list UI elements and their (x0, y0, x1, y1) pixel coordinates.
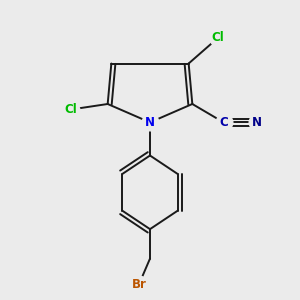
Text: N: N (145, 116, 155, 129)
Text: Cl: Cl (212, 31, 224, 44)
Text: Br: Br (131, 278, 146, 291)
Text: N: N (252, 116, 262, 129)
Text: Cl: Cl (64, 103, 77, 116)
Text: C: C (219, 116, 228, 129)
